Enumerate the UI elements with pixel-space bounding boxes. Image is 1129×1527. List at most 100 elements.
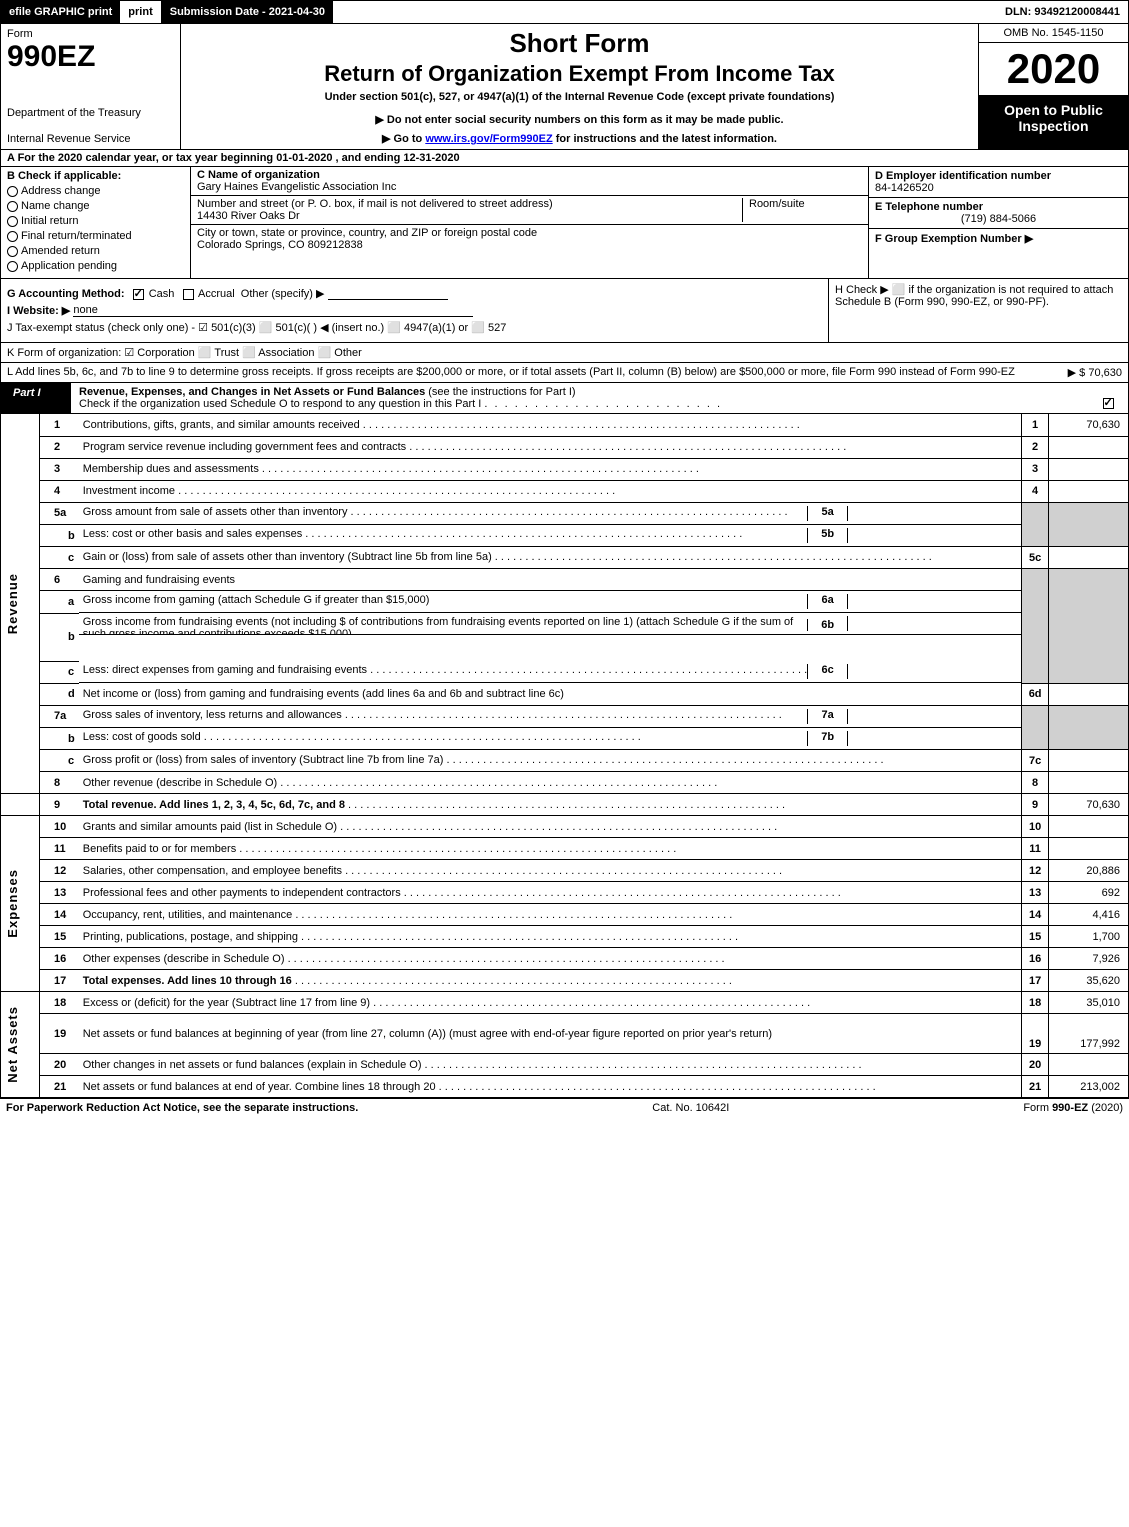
section-b: B Check if applicable: Address change Na… [1,167,191,278]
l5c-d: Gain or (loss) from sale of assets other… [79,547,1022,569]
l21-d: Net assets or fund balances at end of ye… [79,1076,1022,1098]
c-city-label: City or town, state or province, country… [197,227,862,239]
l15-d: Printing, publications, postage, and shi… [79,926,1022,948]
l6d-rn: 6d [1022,683,1049,705]
l6-shade [1022,569,1049,684]
other-specify-input[interactable] [328,299,448,300]
chk-initial-return[interactable]: Initial return [7,215,184,227]
l19-n: 19 [40,1014,79,1054]
chk-application-pending[interactable]: Application pending [7,260,184,272]
l12-rv: 20,886 [1049,860,1129,882]
l3-rv [1049,458,1129,480]
l6c-n: c [40,661,79,683]
l7a-n: 7a [40,705,79,728]
chk-amended-return[interactable]: Amended return [7,245,184,257]
e-phone-val: (719) 884-5066 [875,213,1122,225]
l3-d: Membership dues and assessments [79,458,1022,480]
l14-d: Occupancy, rent, utilities, and maintena… [79,904,1022,926]
i-website: I Website: ▶ none [7,304,822,317]
l15-n: 15 [40,926,79,948]
l7b-n: b [40,728,79,750]
section-c: C Name of organization Gary Haines Evang… [191,167,868,278]
part1-header: Part I Revenue, Expenses, and Changes in… [0,383,1129,414]
part1-chk[interactable] [1088,383,1128,413]
chk-address-change[interactable]: Address change [7,185,184,197]
l11-n: 11 [40,838,79,860]
l6b-d: Gross income from fundraising events (no… [79,613,1021,635]
irs-link[interactable]: www.irs.gov/Form990EZ [425,133,552,145]
l6d-n: d [40,683,79,705]
chk-final-return[interactable]: Final return/terminated [7,230,184,242]
chk-cash[interactable] [133,289,144,300]
rev-spacer [1,794,40,816]
l5c-n: c [40,547,79,569]
footer-right: Form 990-EZ (2020) [1023,1102,1123,1114]
l5ab-shade-v [1049,502,1129,547]
j-tax-exempt: J Tax-exempt status (check only one) - ☑… [7,321,822,334]
col-gi: G Accounting Method: Cash Accrual Other … [1,279,828,342]
l6d-rv [1049,683,1129,705]
l7c-rn: 7c [1022,750,1049,772]
l20-rv [1049,1054,1129,1076]
revenue-side-label: Revenue [1,414,40,794]
chk-name-change[interactable]: Name change [7,200,184,212]
l17-rn: 17 [1022,970,1049,992]
print-button[interactable]: print [120,1,161,23]
l17-rv: 35,620 [1049,970,1129,992]
l16-rn: 16 [1022,948,1049,970]
form-meta-block: OMB No. 1545-1150 2020 Open to Public In… [978,24,1128,149]
l20-d: Other changes in net assets or fund bala… [79,1054,1022,1076]
footer-left: For Paperwork Reduction Act Notice, see … [6,1102,358,1114]
l18-rv: 35,010 [1049,992,1129,1014]
l5a-d: Gross amount from sale of assets other t… [79,503,1021,525]
chk-accrual[interactable] [183,289,194,300]
l12-rn: 12 [1022,860,1049,882]
l6a-n: a [40,591,79,614]
l3-n: 3 [40,458,79,480]
l16-d: Other expenses (describe in Schedule O) [79,948,1022,970]
page-footer: For Paperwork Reduction Act Notice, see … [0,1098,1129,1117]
l1-rn: 1 [1022,414,1049,436]
d-ein-label: D Employer identification number [875,170,1122,182]
l11-rn: 11 [1022,838,1049,860]
efile-graphic-button[interactable]: efile GRAPHIC print [1,1,120,23]
l21-rn: 21 [1022,1076,1049,1098]
l6-d: Gaming and fundraising events [79,569,1022,591]
c-addr-label: Number and street (or P. O. box, if mail… [197,198,742,210]
l13-rv: 692 [1049,882,1129,904]
l6a-d: Gross income from gaming (attach Schedul… [79,591,1021,613]
g-accounting-method: G Accounting Method: Cash Accrual Other … [7,287,822,300]
l1-d: Contributions, gifts, grants, and simila… [79,414,1022,436]
l5a-n: 5a [40,502,79,525]
l9-d: Total revenue. Add lines 1, 2, 3, 4, 5c,… [79,794,1022,816]
l8-d: Other revenue (describe in Schedule O) [79,772,1022,794]
l4-rv [1049,480,1129,502]
row-a-tax-year: A For the 2020 calendar year, or tax yea… [0,150,1129,167]
expenses-side-label: Expenses [1,816,40,992]
dept-treasury: Department of the Treasury [7,107,174,119]
l20-rn: 20 [1022,1054,1049,1076]
l7ab-shade-v [1049,705,1129,750]
l7c-n: c [40,750,79,772]
l2-rv [1049,436,1129,458]
efile-topbar: efile GRAPHIC print print Submission Dat… [0,0,1129,24]
form-link-line: ▶ Go to www.irs.gov/Form990EZ for instru… [191,132,968,145]
part1-table: Revenue 1 Contributions, gifts, grants, … [0,414,1129,1098]
d-ein-val: 84-1426520 [875,182,1122,194]
l6-shade-v [1049,569,1129,684]
l2-d: Program service revenue including govern… [79,436,1022,458]
l12-n: 12 [40,860,79,882]
c-name-label: C Name of organization [197,169,862,181]
l2-n: 2 [40,436,79,458]
l14-rv: 4,416 [1049,904,1129,926]
l21-n: 21 [40,1076,79,1098]
l7ab-shade [1022,705,1049,750]
l8-rv [1049,772,1129,794]
c-room-label: Room/suite [742,198,862,222]
link-post: for instructions and the latest informat… [553,133,777,145]
l5b-d: Less: cost or other basis and sales expe… [79,525,1021,547]
form-number: 990EZ [7,40,174,74]
form-ssn-note: ▶ Do not enter social security numbers o… [191,113,968,126]
l7a-d: Gross sales of inventory, less returns a… [79,706,1021,728]
l19-rv: 177,992 [1049,1014,1129,1054]
